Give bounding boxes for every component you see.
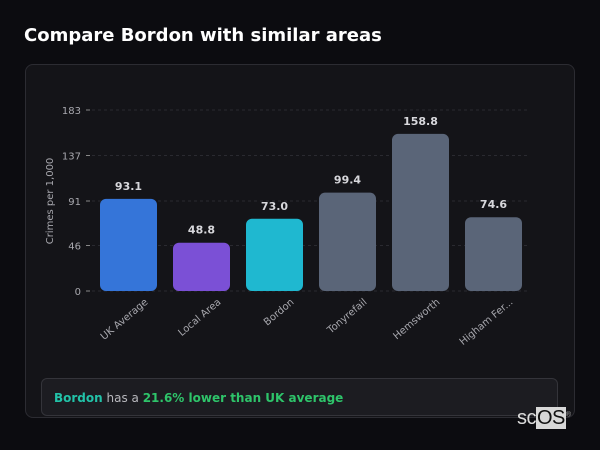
summary-text: has a	[102, 391, 143, 405]
summary-comparison: 21.6% lower than UK average	[142, 391, 344, 405]
x-tick-label: Higham Fer...	[458, 297, 516, 348]
y-tick-label: 137	[62, 151, 81, 162]
bar-value-label: 158.8	[403, 115, 438, 128]
bar-value-label: 99.4	[334, 174, 361, 187]
bar	[465, 217, 522, 291]
bar	[319, 192, 376, 291]
x-tick-label: Local Area	[176, 297, 223, 339]
x-tick-label: UK Average	[99, 297, 151, 343]
logo: scOS®	[517, 407, 571, 429]
bar	[173, 242, 230, 291]
y-tick-label: 0	[75, 287, 81, 298]
x-tick-label: Tonyrefail	[325, 297, 370, 337]
bar-value-label: 93.1	[115, 180, 142, 193]
y-axis-label: Crimes per 1,000	[45, 158, 56, 245]
y-tick-label: 91	[68, 197, 81, 208]
y-tick-label: 183	[62, 106, 81, 117]
summary-box: Bordon has a 21.6% lower than UK average	[41, 378, 558, 416]
bar-value-label: 74.6	[480, 198, 507, 211]
bar-value-label: 48.8	[188, 224, 215, 237]
x-tick-label: Hemsworth	[391, 297, 442, 342]
bar	[392, 133, 449, 291]
page-title: Compare Bordon with similar areas	[24, 25, 382, 46]
bar	[100, 198, 157, 291]
bar-value-label: 73.0	[261, 200, 288, 213]
summary-area: Bordon	[54, 391, 103, 405]
y-tick-label: 46	[68, 242, 81, 253]
x-tick-label: Bordon	[262, 297, 296, 328]
bar	[246, 218, 303, 291]
